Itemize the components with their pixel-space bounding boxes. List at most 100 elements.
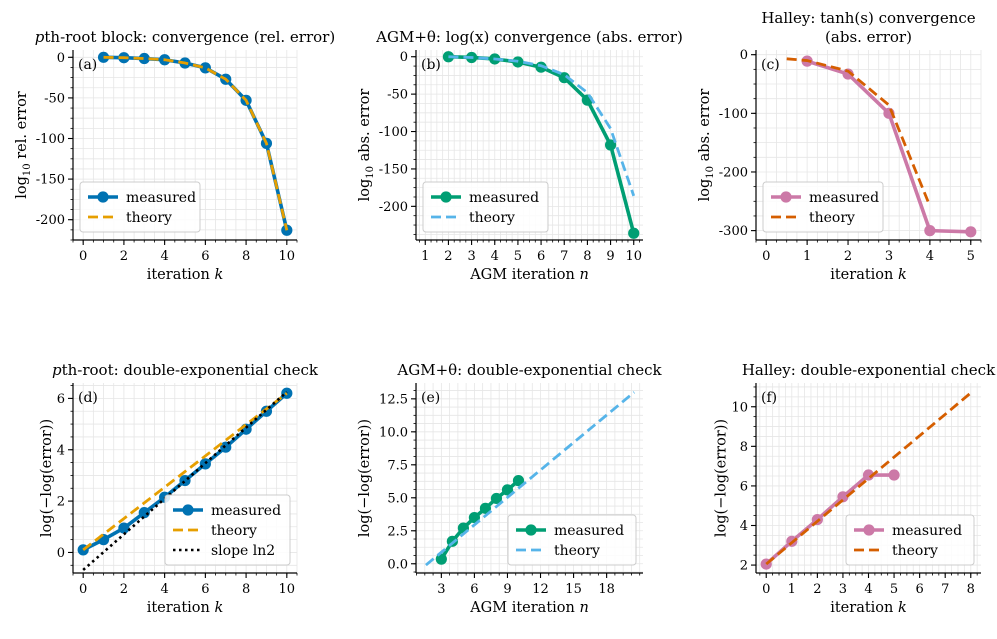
x-tick-label: 1 <box>788 582 796 597</box>
x-tick-label: 6 <box>470 582 478 597</box>
y-tick-label: -200 <box>379 200 408 215</box>
y-tick-label: -200 <box>719 165 748 180</box>
x-tick-label: 10 <box>625 249 642 264</box>
data-point-measured <box>97 51 110 63</box>
legend-marker-measured <box>780 191 792 203</box>
x-tick-label: 6 <box>915 582 923 597</box>
x-tick-label: 6 <box>201 582 209 597</box>
legend-label-measured: measured <box>211 503 281 519</box>
x-tick-label: 10 <box>279 249 296 264</box>
x-tick-label: 7 <box>560 249 568 264</box>
y-axis-label: log10 abs. error <box>357 89 376 202</box>
legend-marker-measured <box>440 191 452 203</box>
data-point-measured <box>512 475 525 487</box>
y-axis-label: log(−log(error)) <box>357 419 373 537</box>
legend-box <box>507 514 637 566</box>
y-tick-label: -200 <box>36 213 65 228</box>
legend: measured theory <box>507 514 637 566</box>
y-tick-label: -50 <box>387 88 408 103</box>
y-tick-label: 12.5 <box>379 392 408 407</box>
x-tick-label: 4 <box>864 582 872 597</box>
chart-panel-c: 0 1 2 3 4 5 0 -100 -200 -300 iteration k log10 abs.… <box>697 9 982 283</box>
chart-title-line-2: (abs. error) <box>825 28 912 46</box>
data-point-measured <box>837 491 849 503</box>
x-tick-label: 12 <box>532 582 549 597</box>
x-tick-label: 0 <box>762 249 770 264</box>
x-tick-label: 8 <box>967 582 975 597</box>
y-axis-label: log(−log(error)) <box>39 419 55 537</box>
chart-title: AGM+θ: double-exponential check <box>396 361 662 379</box>
y-axis-label: log10 abs. error <box>697 89 716 202</box>
data-point-measured <box>604 139 617 151</box>
data-point-measured <box>138 507 150 519</box>
chart-panel-e: 3 6 9 12 15 18 0.0 2.5 5.0 7.5 10.0 12.5 AGM iterati… <box>357 361 662 616</box>
y-tick-label: 10.0 <box>379 425 408 440</box>
x-axis-label: AGM iteration n <box>469 600 589 616</box>
panel-label: (d) <box>78 390 98 406</box>
data-point-measured <box>965 226 977 238</box>
legend-label-theory: theory <box>892 543 938 559</box>
x-tick-label: 4 <box>926 249 934 264</box>
x-tick-label: 18 <box>598 582 615 597</box>
x-tick-label: 2 <box>120 249 128 264</box>
x-tick-label: 0 <box>79 582 87 597</box>
x-tick-label: 6 <box>201 249 209 264</box>
panel-label: (f) <box>761 390 777 406</box>
y-tick-label: 5.0 <box>387 491 408 506</box>
chart-title: pth-root block: convergence (rel. error) <box>35 28 335 46</box>
x-tick-label: 15 <box>565 582 582 597</box>
legend-label-theory: theory <box>211 523 257 539</box>
x-tick-label: 8 <box>242 249 250 264</box>
legend: measured theory <box>845 514 975 566</box>
y-tick-label: 0 <box>57 546 65 561</box>
legend: measured theory <box>762 181 884 233</box>
series-line-theory <box>82 392 288 551</box>
legend-box <box>762 181 884 233</box>
legend-box <box>845 514 975 566</box>
y-tick-label: 7.5 <box>387 458 408 473</box>
data-point-measured <box>118 522 130 534</box>
x-tick-label: 3 <box>839 582 847 597</box>
legend-box <box>79 181 201 233</box>
y-tick-label: 0 <box>740 48 748 63</box>
data-point-measured <box>138 52 150 65</box>
y-tick-label: -100 <box>36 132 65 147</box>
data-point-measured <box>501 484 514 496</box>
x-tick-label: 3 <box>437 582 445 597</box>
x-tick-label: 2 <box>120 582 128 597</box>
y-tick-label: 0 <box>57 51 65 66</box>
legend-label-theory: theory <box>126 210 172 226</box>
x-tick-label: 1 <box>421 249 429 264</box>
x-tick-label: 0 <box>762 582 770 597</box>
legend-marker-measured <box>863 524 875 536</box>
y-tick-label: 0 <box>400 50 408 65</box>
x-tick-label: 4 <box>160 249 168 264</box>
x-axis-label: AGM iteration n <box>469 267 589 283</box>
data-point-measured <box>628 227 640 239</box>
x-tick-label: 9 <box>503 582 511 597</box>
y-tick-label: -100 <box>719 107 748 122</box>
legend-box <box>164 494 291 566</box>
data-point-measured <box>479 502 492 514</box>
series-line-theory <box>103 55 289 231</box>
x-tick-label: 8 <box>583 249 591 264</box>
legend-label-measured: measured <box>892 523 962 539</box>
chart-title: pth-root: double-exponential check <box>52 361 319 379</box>
y-tick-label: 2 <box>740 559 748 574</box>
legend-label-measured: measured <box>126 190 196 206</box>
x-tick-label: 1 <box>803 249 811 264</box>
data-point-measured <box>924 225 936 237</box>
data-point-measured <box>179 474 191 487</box>
legend: measured theory <box>422 181 549 233</box>
x-tick-label: 3 <box>885 249 893 264</box>
y-tick-label: 4 <box>57 443 65 458</box>
legend-marker-measured <box>182 504 194 516</box>
x-tick-label: 8 <box>242 582 250 597</box>
y-tick-label: -100 <box>379 125 408 140</box>
x-tick-label: 3 <box>467 249 475 264</box>
panel-label: (c) <box>761 57 780 73</box>
legend-label-measured: measured <box>809 190 879 206</box>
x-axis-label: iteration k <box>830 267 907 283</box>
x-axis-label: iteration k <box>830 600 907 616</box>
